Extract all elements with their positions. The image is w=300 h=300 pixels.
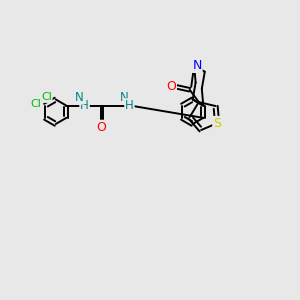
Text: Cl: Cl (30, 99, 41, 109)
Text: N: N (192, 59, 202, 72)
Text: S: S (213, 117, 221, 130)
Text: Cl: Cl (41, 92, 52, 102)
Text: N: N (120, 91, 128, 104)
Text: O: O (166, 80, 176, 93)
Text: N: N (75, 91, 84, 104)
Text: O: O (96, 121, 106, 134)
Text: H: H (80, 99, 89, 112)
Text: H: H (125, 99, 134, 112)
